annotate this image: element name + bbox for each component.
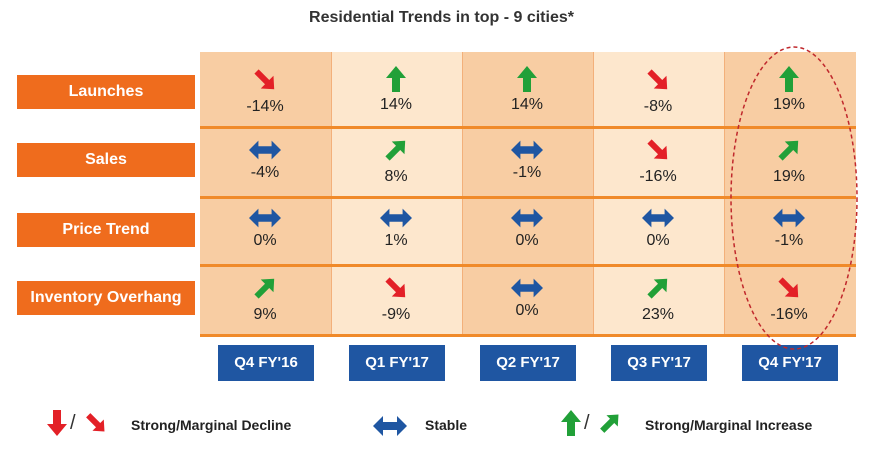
row-divider bbox=[200, 264, 856, 267]
trend-value: 23% bbox=[641, 306, 675, 323]
stable-icon bbox=[331, 208, 461, 228]
row-divider bbox=[200, 334, 856, 337]
trend-cell: -1% bbox=[724, 204, 854, 250]
trend-value: -1% bbox=[512, 164, 542, 181]
trend-value: -16% bbox=[770, 306, 808, 323]
trend-value: -8% bbox=[643, 98, 673, 115]
strong-increase-icon bbox=[462, 66, 592, 92]
trend-cell: -16% bbox=[593, 136, 723, 186]
trend-value: 8% bbox=[384, 168, 408, 185]
row-divider bbox=[200, 196, 856, 199]
trend-cell: 19% bbox=[724, 136, 854, 186]
stable-icon bbox=[724, 208, 854, 228]
trend-value: -14% bbox=[246, 98, 284, 115]
row-label-price-trend: Price Trend bbox=[17, 213, 195, 247]
marginal-decline-icon bbox=[83, 410, 109, 441]
trend-cell: -4% bbox=[200, 136, 330, 182]
trend-value: 19% bbox=[772, 96, 806, 113]
legend-increase-label: Strong/Marginal Increase bbox=[645, 417, 813, 433]
marginal-increase-icon bbox=[597, 410, 623, 441]
row-label-launches: Launches bbox=[17, 75, 195, 109]
stable-icon bbox=[462, 208, 592, 228]
trend-value: 14% bbox=[379, 96, 413, 113]
trend-value: -1% bbox=[774, 232, 804, 249]
row-label-sales: Sales bbox=[17, 143, 195, 177]
trend-value: -4% bbox=[250, 164, 280, 181]
row-divider bbox=[200, 126, 856, 129]
trend-value: 1% bbox=[384, 232, 408, 249]
trend-cell: -14% bbox=[200, 66, 330, 116]
quarter-label: Q2 FY'17 bbox=[480, 345, 576, 381]
trend-cell: -8% bbox=[593, 66, 723, 116]
trend-cell: 0% bbox=[462, 274, 592, 320]
marginal-decline-icon bbox=[724, 274, 854, 302]
chart-title: Residential Trends in top - 9 cities* bbox=[309, 9, 574, 26]
trend-value: -9% bbox=[381, 306, 411, 323]
strong-increase-icon bbox=[561, 410, 581, 441]
trend-cell: 0% bbox=[462, 204, 592, 250]
marginal-increase-icon bbox=[724, 136, 854, 164]
stable-icon bbox=[373, 416, 407, 441]
trend-cell: -1% bbox=[462, 136, 592, 182]
trend-value: 0% bbox=[515, 302, 539, 319]
trend-cell: 0% bbox=[593, 204, 723, 250]
marginal-decline-icon bbox=[593, 136, 723, 164]
strong-decline-icon bbox=[47, 410, 67, 441]
trend-cell: -9% bbox=[331, 274, 461, 324]
quarter-label: Q1 FY'17 bbox=[349, 345, 445, 381]
trend-value: -16% bbox=[639, 168, 677, 185]
legend-separator: / bbox=[584, 412, 590, 434]
marginal-decline-icon bbox=[200, 66, 330, 94]
stable-icon bbox=[462, 140, 592, 160]
trend-value: 14% bbox=[510, 96, 544, 113]
stable-icon bbox=[200, 140, 330, 160]
legend-separator: / bbox=[70, 412, 76, 434]
column-divider bbox=[331, 52, 332, 335]
column-divider bbox=[724, 52, 725, 335]
trend-value: 9% bbox=[253, 306, 277, 323]
column-divider bbox=[593, 52, 594, 335]
highlight-ellipse bbox=[730, 46, 858, 350]
marginal-increase-icon bbox=[331, 136, 461, 164]
trend-cell: -16% bbox=[724, 274, 854, 324]
quarter-label: Q4 FY'16 bbox=[218, 345, 314, 381]
marginal-increase-icon bbox=[593, 274, 723, 302]
marginal-increase-icon bbox=[200, 274, 330, 302]
trend-value: 0% bbox=[253, 232, 277, 249]
trend-value: 0% bbox=[646, 232, 670, 249]
stable-icon bbox=[593, 208, 723, 228]
trend-cell: 0% bbox=[200, 204, 330, 250]
legend-decline-label: Strong/Marginal Decline bbox=[131, 417, 292, 433]
marginal-decline-icon bbox=[331, 274, 461, 302]
trend-value: 0% bbox=[515, 232, 539, 249]
trend-value: 19% bbox=[772, 168, 806, 185]
strong-increase-icon bbox=[331, 66, 461, 92]
trend-cell: 23% bbox=[593, 274, 723, 324]
marginal-decline-icon bbox=[593, 66, 723, 94]
trend-cell: 1% bbox=[331, 204, 461, 250]
strong-increase-icon bbox=[724, 66, 854, 92]
stable-icon bbox=[462, 278, 592, 298]
trend-cell: 14% bbox=[331, 66, 461, 114]
trend-cell: 8% bbox=[331, 136, 461, 186]
trend-cell: 19% bbox=[724, 66, 854, 114]
row-label-inventory-overhang: Inventory Overhang bbox=[17, 281, 195, 315]
trend-cell: 9% bbox=[200, 274, 330, 324]
stable-icon bbox=[200, 208, 330, 228]
quarter-label: Q4 FY'17 bbox=[742, 345, 838, 381]
legend-stable-label: Stable bbox=[425, 417, 468, 433]
column-divider bbox=[462, 52, 463, 335]
trend-cell: 14% bbox=[462, 66, 592, 114]
quarter-label: Q3 FY'17 bbox=[611, 345, 707, 381]
